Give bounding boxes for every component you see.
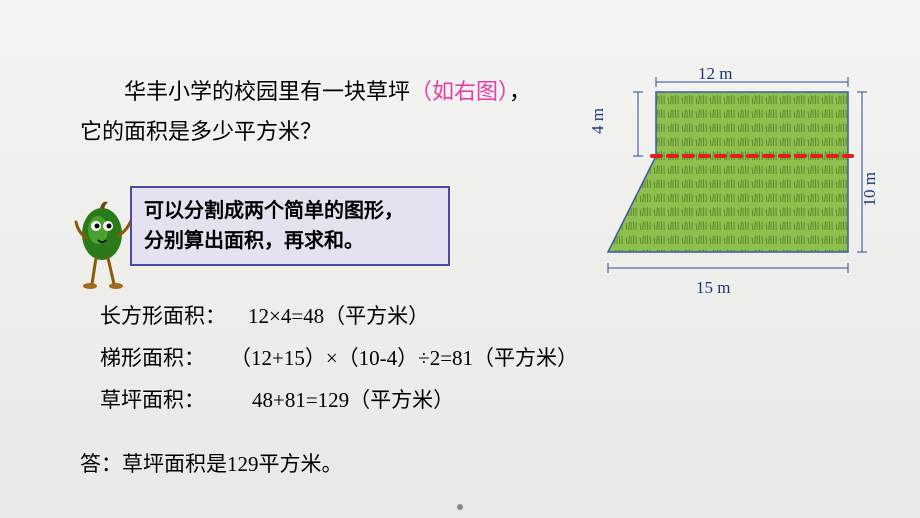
problem-line1-pre: 华丰小学的校园里有一块草坪: [124, 79, 410, 104]
calculations-trap: 梯形面积： （12+15）×（10-4）÷2=81（平方米）: [100, 342, 578, 378]
lawn-expr: 48+81=129（平方米）: [252, 384, 454, 414]
problem-statement: 华丰小学的校园里有一块草坪（如右图）， 它的面积是多少平方米？: [80, 72, 550, 151]
calculations-lawn: 草坪面积： 48+81=129（平方米）: [100, 384, 454, 420]
slide-indicator: [457, 504, 463, 510]
trap-expr: （12+15）×（10-4）÷2=81（平方米）: [230, 342, 578, 372]
dim-right: 10 m: [860, 172, 880, 206]
answer-text: 答：草坪面积是129平方米。: [80, 448, 343, 478]
bubble-line1: 可以分割成两个简单的图形，: [144, 200, 404, 222]
rect-expr: 12×4=48（平方米）: [248, 300, 429, 330]
dim-top: 12 m: [698, 64, 732, 84]
problem-highlight: （如右图）: [410, 79, 509, 104]
calculations: 长方形面积： 12×4=48（平方米）: [100, 300, 429, 336]
lawn-diagram: 12 m 15 m 10 m 4 m: [568, 62, 878, 302]
bubble-line2: 分别算出面积，再求和。: [144, 230, 364, 252]
problem-line2: 它的面积是多少平方米？: [80, 119, 322, 144]
problem-line1-post: ，: [509, 79, 531, 104]
trap-label: 梯形面积：: [100, 342, 230, 372]
dim-bottom: 15 m: [696, 278, 730, 298]
lawn-label: 草坪面积：: [100, 384, 230, 414]
rect-label: 长方形面积：: [100, 300, 230, 330]
dim-left: 4 m: [588, 108, 608, 134]
hint-bubble: 可以分割成两个简单的图形， 分别算出面积，再求和。: [130, 186, 450, 266]
